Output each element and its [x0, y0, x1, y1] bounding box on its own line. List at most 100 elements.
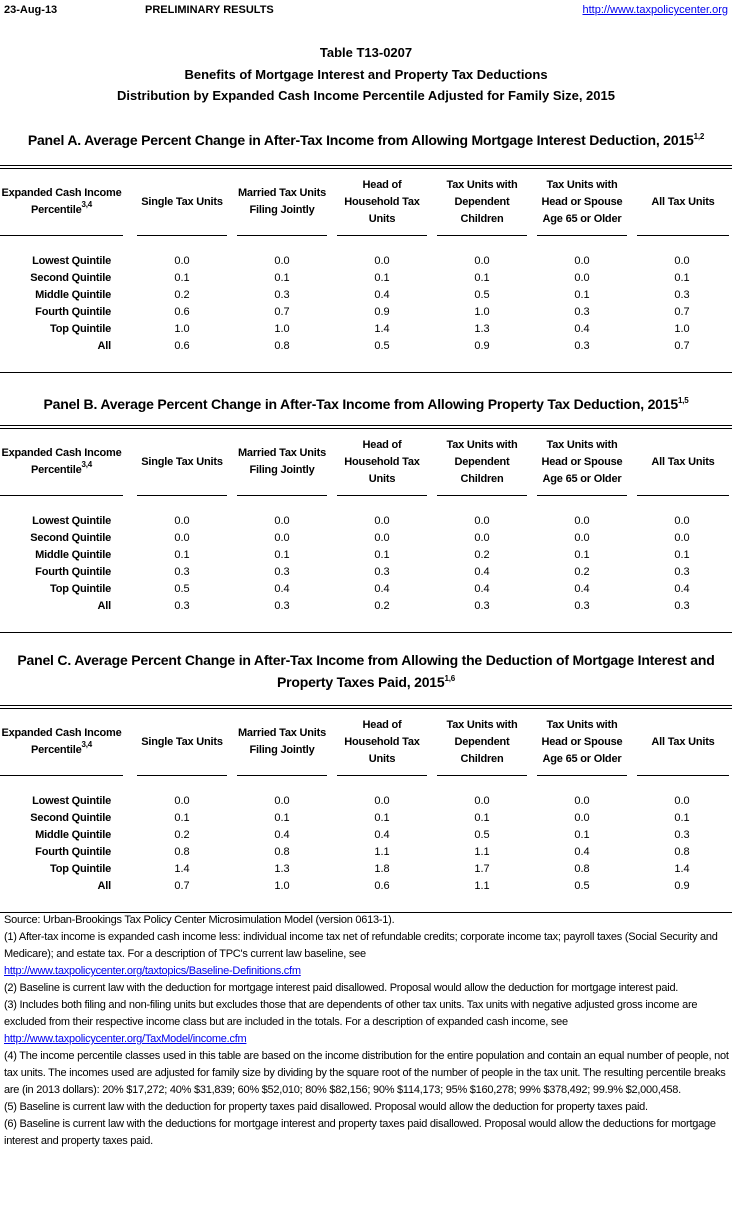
source-note: Source: Urban-Brookings Tax Policy Cente…: [4, 914, 395, 926]
column-header: All Tax Units: [637, 709, 729, 776]
column-header: Tax Units with Head or Spouse Age 65 or …: [537, 429, 627, 496]
panel-c-title: Panel C. Average Percent Change in After…: [0, 649, 732, 693]
panel-c-title-text: Panel C. Average Percent Change in After…: [17, 652, 715, 690]
cell-value: 0.0: [474, 532, 490, 544]
cell-value: 1.4: [674, 863, 690, 875]
table-row: Second Quintile 0.1 0.1 0.1 0.1 0.0 0.1: [0, 270, 732, 287]
table-row: Middle Quintile 0.2 0.4 0.4 0.5 0.1 0.3: [0, 827, 732, 844]
cell-value: 0.0: [574, 532, 590, 544]
cell-value: 0.4: [274, 583, 290, 595]
column-header: All Tax Units: [637, 169, 729, 236]
cell-value: 1.1: [474, 880, 490, 892]
cell-value: 0.1: [674, 272, 690, 284]
cell-value: 0.2: [374, 600, 390, 612]
footnote-4: (4) The income percentile classes used i…: [4, 1050, 729, 1096]
cell-value: 0.7: [274, 306, 290, 318]
panel-b-title-text: Panel B. Average Percent Change in After…: [43, 396, 679, 412]
cell-value: 0.4: [374, 829, 390, 841]
cell-value: 0.3: [574, 340, 590, 352]
column-header: Single Tax Units: [137, 709, 227, 776]
table-row: Top Quintile 1.4 1.3 1.8 1.7 0.8 1.4: [0, 861, 732, 878]
cell-value: 1.0: [274, 323, 290, 335]
cell-value: 0.7: [674, 306, 690, 318]
cell-value: 1.3: [274, 863, 290, 875]
column-header: Single Tax Units: [137, 169, 227, 236]
cell-value: 0.3: [674, 829, 690, 841]
table-row: Top Quintile 1.0 1.0 1.4 1.3 0.4 1.0: [0, 321, 732, 338]
cell-value: 0.0: [174, 795, 190, 807]
table-row: Fourth Quintile 0.8 0.8 1.1 1.1 0.4 0.8: [0, 844, 732, 861]
table-header: Expanded Cash Income Percentile3,4 Single…: [0, 709, 732, 776]
cell-value: 0.3: [174, 600, 190, 612]
table-title: Benefits of Mortgage Interest and Proper…: [184, 66, 548, 82]
cell-value: 0.4: [374, 583, 390, 595]
cell-value: 0.0: [274, 255, 290, 267]
income-definition-link[interactable]: http://www.taxpolicycenter.org/TaxModel/…: [4, 1033, 247, 1045]
table-body: Lowest Quintile 0.0 0.0 0.0 0.0 0.0 0.0 Second …: [0, 793, 732, 895]
cell-value: 0.3: [674, 566, 690, 578]
cell-value: 0.4: [374, 289, 390, 301]
cell-value: 0.2: [474, 549, 490, 561]
table-row: Lowest Quintile 0.0 0.0 0.0 0.0 0.0 0.0: [0, 513, 732, 530]
table-row: Middle Quintile 0.1 0.1 0.1 0.2 0.1 0.1: [0, 547, 732, 564]
footnote-1: (1) After-tax income is expanded cash in…: [4, 931, 718, 960]
cell-value: 1.0: [274, 880, 290, 892]
row-label: Middle Quintile: [35, 549, 111, 561]
column-header-percentile: Expanded Cash Income Percentile3,4: [0, 709, 123, 776]
panel-a-table: Expanded Cash Income Percentile3,4 Single…: [0, 165, 732, 373]
footnote-6: (6) Baseline is current law with the ded…: [4, 1118, 716, 1147]
cell-value: 0.0: [174, 255, 190, 267]
column-header: Tax Units with Head or Spouse Age 65 or …: [537, 169, 627, 236]
footnote-2: (2) Baseline is current law with the ded…: [4, 982, 679, 994]
table-row: Fourth Quintile 0.3 0.3 0.3 0.4 0.2 0.3: [0, 564, 732, 581]
cell-value: 0.7: [174, 880, 190, 892]
column-header: Tax Units with Dependent Children: [437, 429, 527, 496]
cell-value: 0.9: [674, 880, 690, 892]
row-label: All: [97, 880, 112, 892]
cell-value: 0.1: [574, 289, 590, 301]
cell-value: 0.6: [174, 340, 190, 352]
panel-b-title-sup: 1,5: [677, 396, 689, 405]
cell-value: 0.0: [574, 255, 590, 267]
row-label: Lowest Quintile: [32, 795, 111, 807]
cell-value: 0.0: [674, 255, 690, 267]
table-row: Fourth Quintile 0.6 0.7 0.9 1.0 0.3 0.7: [0, 304, 732, 321]
cell-value: 0.5: [474, 289, 490, 301]
column-header-sup: 3,4: [81, 460, 93, 469]
cell-value: 0.8: [674, 846, 690, 858]
table-row: All 0.6 0.8 0.5 0.9 0.3 0.7: [0, 338, 732, 355]
row-label: Fourth Quintile: [35, 566, 111, 578]
cell-value: 0.1: [174, 812, 190, 824]
column-header: Head of Household Tax Units: [337, 709, 427, 776]
cell-value: 0.4: [674, 583, 690, 595]
cell-value: 0.8: [174, 846, 190, 858]
table-header: Expanded Cash Income Percentile3,4 Single…: [0, 429, 732, 496]
cell-value: 0.9: [474, 340, 490, 352]
cell-value: 0.3: [274, 289, 290, 301]
column-header: Single Tax Units: [137, 429, 227, 496]
panel-c-table: Expanded Cash Income Percentile3,4 Single…: [0, 705, 732, 913]
table-id: Table T13-0207: [319, 45, 413, 60]
cell-value: 0.3: [274, 566, 290, 578]
cell-value: 0.9: [374, 306, 390, 318]
footnotes: Source: Urban-Brookings Tax Policy Cente…: [4, 912, 732, 1150]
cell-value: 0.0: [674, 795, 690, 807]
cell-value: 0.3: [274, 600, 290, 612]
column-header-sup: 3,4: [81, 200, 93, 209]
column-header: Married Tax Units Filing Jointly: [237, 169, 327, 236]
row-label: Lowest Quintile: [32, 255, 111, 267]
row-label: Top Quintile: [50, 583, 111, 595]
row-label: Second Quintile: [30, 532, 111, 544]
cell-value: 0.1: [674, 549, 690, 561]
table-row: Middle Quintile 0.2 0.3 0.4 0.5 0.1 0.3: [0, 287, 732, 304]
cell-value: 0.0: [274, 795, 290, 807]
cell-value: 1.3: [474, 323, 490, 335]
cell-value: 0.5: [574, 880, 590, 892]
table-row: All 0.7 1.0 0.6 1.1 0.5 0.9: [0, 878, 732, 895]
cell-value: 0.1: [674, 812, 690, 824]
cell-value: 0.0: [474, 795, 490, 807]
cell-value: 0.0: [374, 515, 390, 527]
site-link[interactable]: http://www.taxpolicycenter.org: [582, 4, 728, 16]
cell-value: 0.1: [274, 549, 290, 561]
baseline-definitions-link[interactable]: http://www.taxpolicycenter.org/taxtopics…: [4, 965, 301, 977]
